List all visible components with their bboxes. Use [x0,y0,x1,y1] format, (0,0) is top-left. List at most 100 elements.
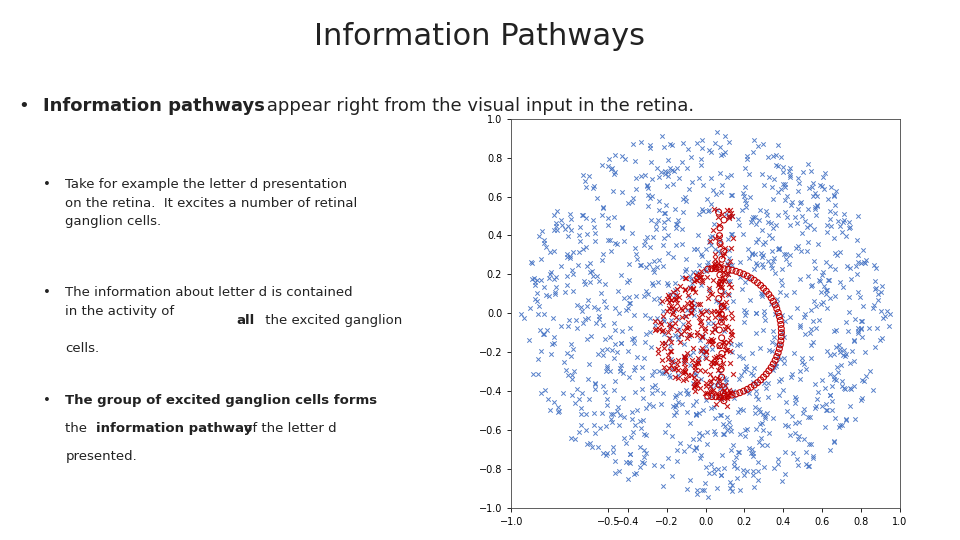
Point [882,309,898,318]
Point [581,394,596,403]
Point [794,212,809,220]
Point [807,403,823,412]
Point [711,310,727,319]
Point [655,240,670,249]
Point [802,440,817,448]
Point [685,285,701,294]
Point [713,187,729,196]
Text: the excited ganglion: the excited ganglion [261,314,402,327]
Point [657,224,672,232]
Point [626,339,641,347]
Point [723,308,738,317]
Point [682,329,697,338]
Point [596,321,612,330]
Point [652,317,667,326]
Point [591,315,607,323]
Point [688,409,704,418]
Point [790,461,805,470]
Point [647,325,662,334]
Point [576,171,591,179]
Point [837,384,852,393]
Point [682,293,697,302]
Point [803,329,818,338]
Point [654,297,669,306]
Point [540,394,556,403]
Point [693,316,708,325]
Point [685,379,701,387]
Point [682,332,697,341]
Point [839,415,854,424]
Point [773,185,788,193]
Point [761,346,777,355]
Point [757,315,773,324]
Point [564,352,579,360]
Point [691,261,707,269]
Point [840,261,855,270]
Point [599,362,614,370]
Point [854,317,870,326]
Point [561,221,576,230]
Point [726,440,741,449]
Point [756,139,771,148]
Point [712,264,728,273]
Point [636,458,652,467]
Point [667,286,683,295]
Point [725,370,740,379]
Point [671,334,686,343]
Point [640,289,656,298]
Point [656,262,671,271]
Text: Information pathways: Information pathways [43,97,265,115]
Point [735,230,751,239]
Point [549,206,564,215]
Point [657,234,672,242]
Point [804,341,819,349]
Point [768,161,783,170]
Point [720,390,735,399]
Point [849,261,864,270]
Point [868,285,883,293]
Point [701,493,716,502]
Point [853,375,869,384]
Point [587,421,602,430]
Point [707,219,722,228]
Point [765,414,780,422]
Point [560,370,575,379]
Point [587,229,602,238]
Point [650,215,665,224]
Point [710,281,726,289]
Point [732,375,747,383]
Point [793,247,808,256]
Point [742,296,757,305]
Point [704,340,719,348]
Point [686,245,702,253]
Point [686,446,702,455]
Point [749,379,764,387]
Point [655,356,670,364]
Point [782,430,798,439]
Point [699,306,714,314]
Point [626,333,641,342]
Point [608,167,623,176]
Point [756,410,771,418]
Point [700,392,715,400]
Point [773,354,788,363]
Point [716,265,732,273]
Point [704,328,719,336]
Point [869,323,884,332]
Point [611,402,626,411]
Point [735,406,751,415]
Point [608,340,623,349]
Point [573,421,588,429]
Point [782,221,798,230]
Point [693,375,708,384]
Point [718,322,733,330]
Point [693,307,708,316]
Point [551,407,566,415]
Point [771,245,786,253]
Point [708,389,724,398]
Point [651,366,666,375]
Point [667,403,683,412]
Point [688,409,704,418]
Point [583,259,598,268]
Point [710,263,726,272]
